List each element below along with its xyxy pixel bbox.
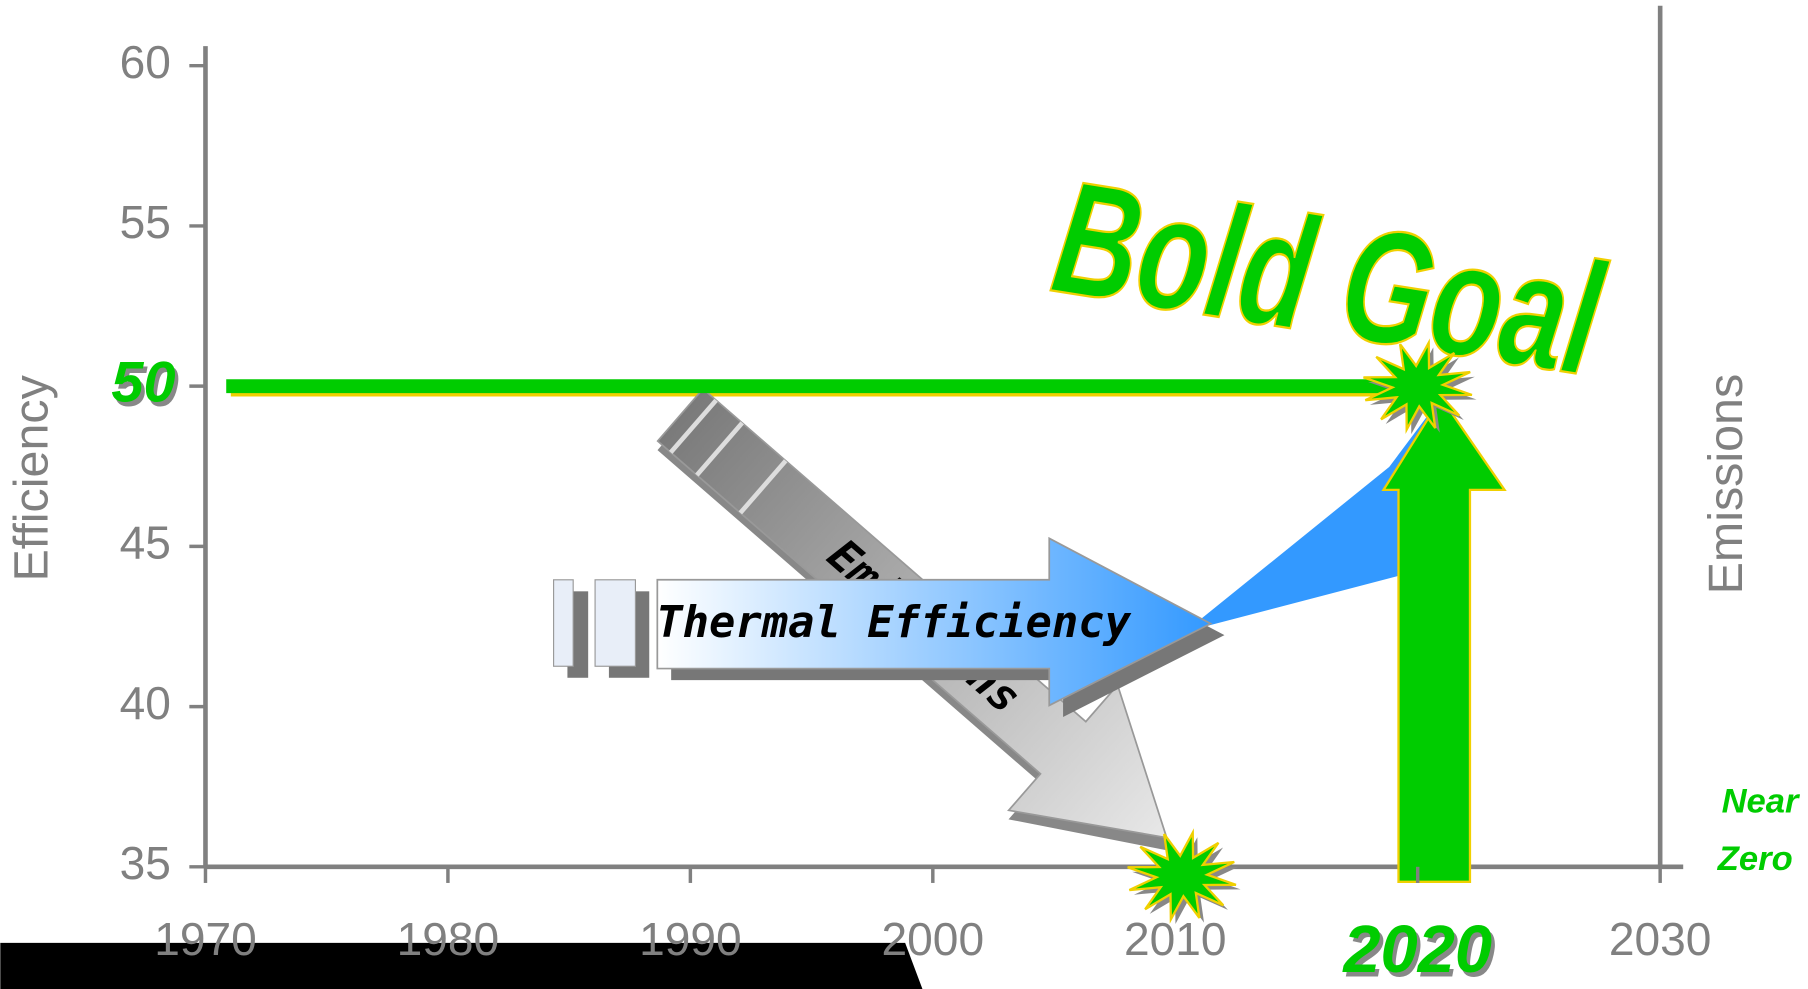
y-tick-label: 55 — [120, 196, 171, 248]
x-tick-label: 1990 — [639, 913, 742, 965]
y-tick-label: 60 — [120, 36, 171, 88]
near-zero-label: Near — [1722, 783, 1801, 821]
y-tick-label: 45 — [120, 517, 171, 569]
y-tick-label: 35 — [120, 837, 171, 889]
y-tick-label-shadow: 50 — [115, 355, 179, 419]
goal-star — [1363, 338, 1473, 434]
emissions-star — [1127, 828, 1237, 924]
y2-axis-label: Emissions — [1699, 374, 1753, 595]
thermal-arrow: Thermal Efficiency — [553, 536, 1225, 717]
near-zero-label: Zero — [1717, 840, 1793, 878]
x-tick-label: 1970 — [154, 913, 257, 965]
y-tick-label: 50 — [111, 350, 175, 414]
x-tick-label: 1980 — [397, 913, 500, 965]
y-axis-label: Efficiency — [5, 374, 59, 581]
title: Bold Goal — [1043, 146, 1615, 410]
x-tick-label: 2030 — [1609, 913, 1712, 965]
x-tick-label: 2010 — [1124, 913, 1227, 965]
x-tick-label: 2000 — [882, 913, 985, 965]
y-tick-label: 40 — [120, 677, 171, 729]
thermal-arrow-label: Thermal Efficiency — [656, 597, 1131, 648]
goal-arrow — [1381, 395, 1507, 883]
x-tick-label-shadow: 2020 — [1345, 917, 1496, 989]
footer-bar — [0, 942, 923, 989]
efficiency-rise — [1185, 397, 1442, 632]
x-tick-label: 2020 — [1341, 912, 1492, 987]
